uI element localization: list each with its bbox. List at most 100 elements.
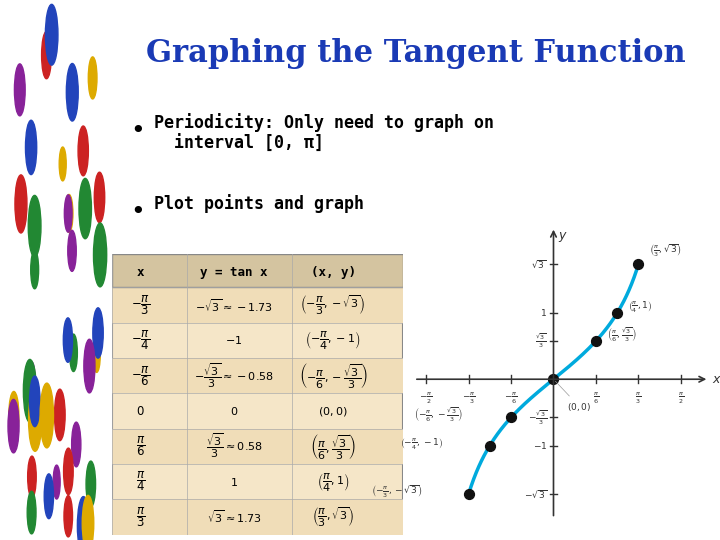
Text: $-\frac{\pi}{3}$: $-\frac{\pi}{3}$ bbox=[462, 391, 475, 407]
Circle shape bbox=[23, 360, 36, 422]
Point bbox=[633, 260, 644, 269]
Text: $\sqrt{3}$: $\sqrt{3}$ bbox=[531, 259, 547, 271]
Circle shape bbox=[53, 465, 60, 499]
Text: $-\frac{\pi}{6}$: $-\frac{\pi}{6}$ bbox=[504, 391, 518, 407]
Text: $\frac{\pi}{3}$: $\frac{\pi}{3}$ bbox=[635, 391, 642, 407]
Text: $\left(-\frac{\pi}{4}, -1\right)$: $\left(-\frac{\pi}{4}, -1\right)$ bbox=[400, 436, 442, 451]
Circle shape bbox=[25, 120, 37, 174]
Circle shape bbox=[59, 147, 66, 181]
Text: $-\dfrac{\pi}{6}$: $-\dfrac{\pi}{6}$ bbox=[131, 364, 150, 388]
Circle shape bbox=[63, 318, 73, 362]
Circle shape bbox=[27, 456, 36, 497]
Text: $0$: $0$ bbox=[230, 405, 238, 417]
Circle shape bbox=[79, 178, 91, 239]
Text: $\dfrac{\pi}{4}$: $\dfrac{\pi}{4}$ bbox=[136, 470, 145, 494]
Text: $\left(\dfrac{\pi}{4}, 1\right)$: $\left(\dfrac{\pi}{4}, 1\right)$ bbox=[317, 471, 349, 492]
Text: $\left(-\dfrac{\pi}{4}, -1\right)$: $\left(-\dfrac{\pi}{4}, -1\right)$ bbox=[305, 329, 361, 352]
Text: $\left(-\frac{\pi}{6}, -\frac{\sqrt{3}}{3}\right)$: $\left(-\frac{\pi}{6}, -\frac{\sqrt{3}}{… bbox=[414, 405, 463, 423]
Circle shape bbox=[27, 491, 36, 534]
Text: $\frac{\pi}{6}$: $\frac{\pi}{6}$ bbox=[593, 391, 599, 407]
Point bbox=[548, 375, 559, 383]
Text: y = tan x: y = tan x bbox=[200, 266, 268, 279]
Point bbox=[611, 309, 623, 318]
Circle shape bbox=[55, 389, 65, 441]
Circle shape bbox=[64, 195, 72, 232]
Point bbox=[463, 490, 474, 498]
Circle shape bbox=[70, 334, 77, 372]
Circle shape bbox=[29, 388, 42, 451]
Text: $\frac{\sqrt{3}}{3}$: $\frac{\sqrt{3}}{3}$ bbox=[536, 332, 547, 350]
Point bbox=[590, 336, 602, 345]
Point bbox=[484, 441, 495, 450]
Text: $(0, 0)$: $(0, 0)$ bbox=[318, 404, 348, 417]
Text: $\left(-\dfrac{\pi}{6}, -\dfrac{\sqrt{3}}{3}\right)$: $\left(-\dfrac{\pi}{6}, -\dfrac{\sqrt{3}… bbox=[299, 361, 368, 390]
Text: $\left(\frac{\pi}{4}, 1\right)$: $\left(\frac{\pi}{4}, 1\right)$ bbox=[629, 300, 652, 315]
Text: x: x bbox=[137, 266, 145, 279]
Text: $-\dfrac{\pi}{4}$: $-\dfrac{\pi}{4}$ bbox=[131, 329, 150, 352]
Circle shape bbox=[71, 422, 81, 467]
Text: $\dfrac{\sqrt{3}}{3} \approx 0.58$: $\dfrac{\sqrt{3}}{3} \approx 0.58$ bbox=[206, 433, 263, 461]
Text: $-\sqrt{3}$: $-\sqrt{3}$ bbox=[523, 488, 547, 500]
Text: $\left(-\dfrac{\pi}{3}, -\sqrt{3}\right)$: $\left(-\dfrac{\pi}{3}, -\sqrt{3}\right)… bbox=[300, 294, 366, 317]
Text: Graphing the Tangent Function: Graphing the Tangent Function bbox=[146, 38, 685, 69]
Text: Plot points and graph: Plot points and graph bbox=[154, 194, 364, 213]
Circle shape bbox=[86, 461, 96, 507]
Circle shape bbox=[94, 223, 107, 287]
Circle shape bbox=[65, 194, 73, 232]
Text: $-1$: $-1$ bbox=[533, 440, 547, 451]
Text: $1$: $1$ bbox=[540, 307, 547, 319]
Circle shape bbox=[42, 31, 51, 79]
Circle shape bbox=[63, 448, 73, 495]
Bar bbox=[112, 429, 403, 464]
Circle shape bbox=[45, 4, 58, 65]
Circle shape bbox=[15, 175, 27, 233]
Circle shape bbox=[28, 362, 35, 397]
Circle shape bbox=[31, 251, 39, 289]
Circle shape bbox=[8, 400, 19, 453]
Circle shape bbox=[77, 497, 89, 540]
Text: $\dfrac{\pi}{3}$: $\dfrac{\pi}{3}$ bbox=[136, 505, 145, 529]
Circle shape bbox=[28, 195, 41, 257]
Text: $\left(\frac{\pi}{6}, \frac{\sqrt{3}}{3}\right)$: $\left(\frac{\pi}{6}, \frac{\sqrt{3}}{3}… bbox=[607, 326, 637, 345]
Circle shape bbox=[78, 126, 89, 176]
Text: $-\dfrac{\pi}{3}$: $-\dfrac{\pi}{3}$ bbox=[131, 293, 150, 317]
Text: $\left(\dfrac{\pi}{3}, \sqrt{3}\right)$: $\left(\dfrac{\pi}{3}, \sqrt{3}\right)$ bbox=[312, 505, 354, 529]
Text: $\left(-\frac{\pi}{3}, -\sqrt{3}\right)$: $\left(-\frac{\pi}{3}, -\sqrt{3}\right)$ bbox=[372, 483, 423, 500]
Text: $-\dfrac{\sqrt{3}}{3} \approx -0.58$: $-\dfrac{\sqrt{3}}{3} \approx -0.58$ bbox=[194, 362, 274, 390]
Text: •: • bbox=[130, 200, 145, 224]
Circle shape bbox=[84, 339, 95, 393]
Text: $\dfrac{\pi}{6}$: $\dfrac{\pi}{6}$ bbox=[136, 435, 145, 458]
Circle shape bbox=[89, 57, 97, 99]
Text: $\sqrt{3} \approx 1.73$: $\sqrt{3} \approx 1.73$ bbox=[207, 509, 261, 525]
Bar bbox=[112, 500, 403, 535]
Text: $-\sqrt{3} \approx -1.73$: $-\sqrt{3} \approx -1.73$ bbox=[195, 297, 273, 314]
Bar bbox=[112, 287, 403, 323]
Circle shape bbox=[94, 172, 104, 222]
Circle shape bbox=[44, 474, 53, 518]
Text: $\frac{\pi}{2}$: $\frac{\pi}{2}$ bbox=[678, 391, 684, 407]
Text: $1$: $1$ bbox=[230, 476, 238, 488]
Circle shape bbox=[14, 64, 25, 116]
Text: $\left(\frac{\pi}{3}, \sqrt{3}\right)$: $\left(\frac{\pi}{3}, \sqrt{3}\right)$ bbox=[649, 243, 683, 259]
Text: $-1$: $-1$ bbox=[225, 334, 243, 347]
Point bbox=[505, 413, 517, 422]
Circle shape bbox=[40, 383, 53, 448]
FancyBboxPatch shape bbox=[112, 254, 403, 535]
Circle shape bbox=[66, 64, 78, 121]
Text: $0$: $0$ bbox=[137, 404, 145, 417]
Text: $-\frac{\sqrt{3}}{3}$: $-\frac{\sqrt{3}}{3}$ bbox=[528, 408, 547, 427]
Circle shape bbox=[93, 337, 100, 373]
Bar bbox=[112, 358, 403, 394]
Circle shape bbox=[93, 308, 103, 358]
Text: $y$: $y$ bbox=[557, 230, 567, 244]
Text: (x, y): (x, y) bbox=[311, 266, 356, 279]
Circle shape bbox=[68, 231, 76, 272]
Text: $x$: $x$ bbox=[713, 373, 720, 386]
Circle shape bbox=[30, 376, 40, 427]
Text: $(0,0)$: $(0,0)$ bbox=[555, 381, 592, 413]
Text: •: • bbox=[130, 119, 145, 143]
Circle shape bbox=[9, 392, 19, 440]
Circle shape bbox=[82, 495, 94, 540]
Text: Periodicity: Only need to graph on
  interval [0, π]: Periodicity: Only need to graph on inter… bbox=[154, 113, 494, 153]
Text: $\left(\dfrac{\pi}{6}, \dfrac{\sqrt{3}}{3}\right)$: $\left(\dfrac{\pi}{6}, \dfrac{\sqrt{3}}{… bbox=[310, 432, 356, 461]
